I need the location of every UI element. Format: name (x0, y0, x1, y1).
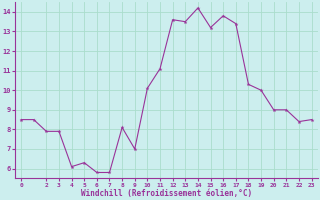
X-axis label: Windchill (Refroidissement éolien,°C): Windchill (Refroidissement éolien,°C) (81, 189, 252, 198)
